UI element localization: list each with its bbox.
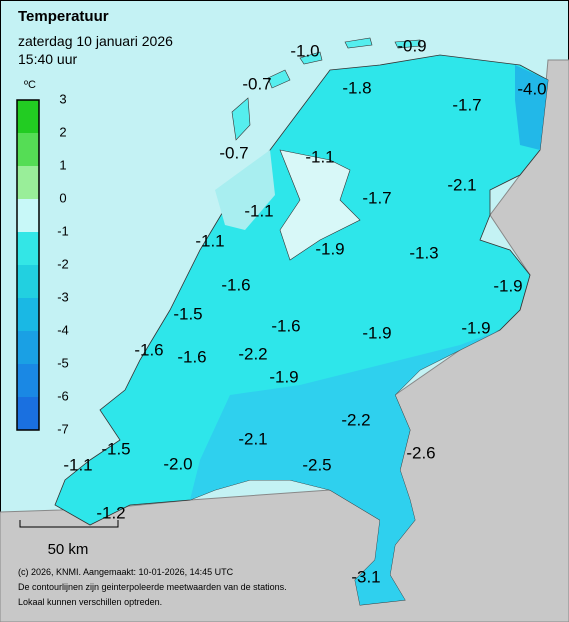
ijsselmeer <box>279 149 361 261</box>
station-reading: -1.1 <box>63 455 92 474</box>
legend-tick-label: -1 <box>57 223 69 238</box>
station-reading: -1.5 <box>173 304 202 323</box>
station-reading: -4.0 <box>517 79 546 98</box>
station-reading: -1.0 <box>290 41 319 60</box>
station-reading: -3.1 <box>351 567 380 586</box>
legend-swatch <box>17 265 39 298</box>
legend-tick-label: 0 <box>59 190 66 205</box>
footer-line: De contourlijnen zijn geinterpoleerde me… <box>18 582 287 592</box>
scale-bar <box>19 520 119 528</box>
station-reading: -1.9 <box>362 323 391 342</box>
legend-swatch <box>17 397 39 430</box>
region-colder <box>190 330 500 605</box>
time: 15:40 uur <box>18 51 77 67</box>
station-reading: -1.2 <box>96 503 125 522</box>
footer: (c) 2026, KNMI. Aangemaakt: 10-01-2026, … <box>18 567 287 607</box>
station-reading: -2.1 <box>447 175 476 194</box>
station-readings: -1.0 -0.9 -0.7 -1.8 -1.7 -4.0 -0.7 -1.1 -2.1 -1.7… <box>63 36 546 586</box>
footer-line: Lokaal kunnen verschillen optreden. <box>18 597 162 607</box>
station-reading: -2.0 <box>163 454 192 473</box>
station-reading: -1.6 <box>177 347 206 366</box>
legend-tick-label: -4 <box>57 322 69 337</box>
station-reading: -1.9 <box>269 367 298 386</box>
station-reading: -1.9 <box>315 239 344 258</box>
station-reading: -1.3 <box>409 243 438 262</box>
title: Temperatuur <box>18 8 109 25</box>
region-coldest <box>515 65 548 150</box>
station-reading: -1.6 <box>221 275 250 294</box>
station-reading: -0.9 <box>397 36 426 55</box>
station-reading: -1.6 <box>271 316 300 335</box>
legend-tick-label: -3 <box>57 289 69 304</box>
legend-tick-label: -5 <box>57 355 69 370</box>
legend-swatch <box>17 133 39 166</box>
legend-tick-label: -6 <box>57 388 69 403</box>
station-reading: -1.9 <box>461 318 490 337</box>
station-reading: -1.9 <box>493 276 522 295</box>
station-reading: -1.5 <box>101 439 130 458</box>
date: zaterdag 10 januari 2026 <box>18 33 173 49</box>
station-reading: -1.1 <box>244 201 273 220</box>
station-reading: -2.1 <box>238 429 267 448</box>
region-mild <box>215 150 275 230</box>
legend-tick-label: 1 <box>59 157 66 172</box>
legend-swatch <box>17 331 39 364</box>
legend-swatch <box>17 364 39 397</box>
station-reading: -1.1 <box>305 147 334 166</box>
footer-line: (c) 2026, KNMI. Aangemaakt: 10-01-2026, … <box>18 567 234 577</box>
legend-swatch <box>17 232 39 265</box>
station-reading: -0.7 <box>219 143 248 162</box>
legend-tick-label: -2 <box>57 256 69 271</box>
station-reading: -2.2 <box>238 344 267 363</box>
legend-unit: ºC <box>24 79 36 91</box>
legend: 3 2 1 0 -1 -2 -3 -4 -5 -6 -7 <box>16 91 69 436</box>
station-reading: -0.7 <box>242 74 271 93</box>
legend-swatch <box>17 166 39 199</box>
station-reading: -1.8 <box>342 78 371 97</box>
legend-swatch <box>17 199 39 232</box>
station-reading: -1.7 <box>452 95 481 114</box>
legend-swatch <box>17 100 39 133</box>
legend-tick-label: 3 <box>59 91 66 106</box>
legend-frame <box>16 99 40 431</box>
legend-swatch <box>17 298 39 331</box>
station-reading: -2.5 <box>302 455 331 474</box>
legend-tick-label: -7 <box>57 421 69 436</box>
station-reading: -1.6 <box>134 340 163 359</box>
scale-label: 50 km <box>48 541 89 558</box>
legend-tick-label: 2 <box>59 124 66 139</box>
station-reading: -2.2 <box>341 410 370 429</box>
station-reading: -1.7 <box>362 188 391 207</box>
station-reading: -1.1 <box>195 231 224 250</box>
station-reading: -2.6 <box>406 443 435 462</box>
wadden-islands <box>231 37 421 141</box>
